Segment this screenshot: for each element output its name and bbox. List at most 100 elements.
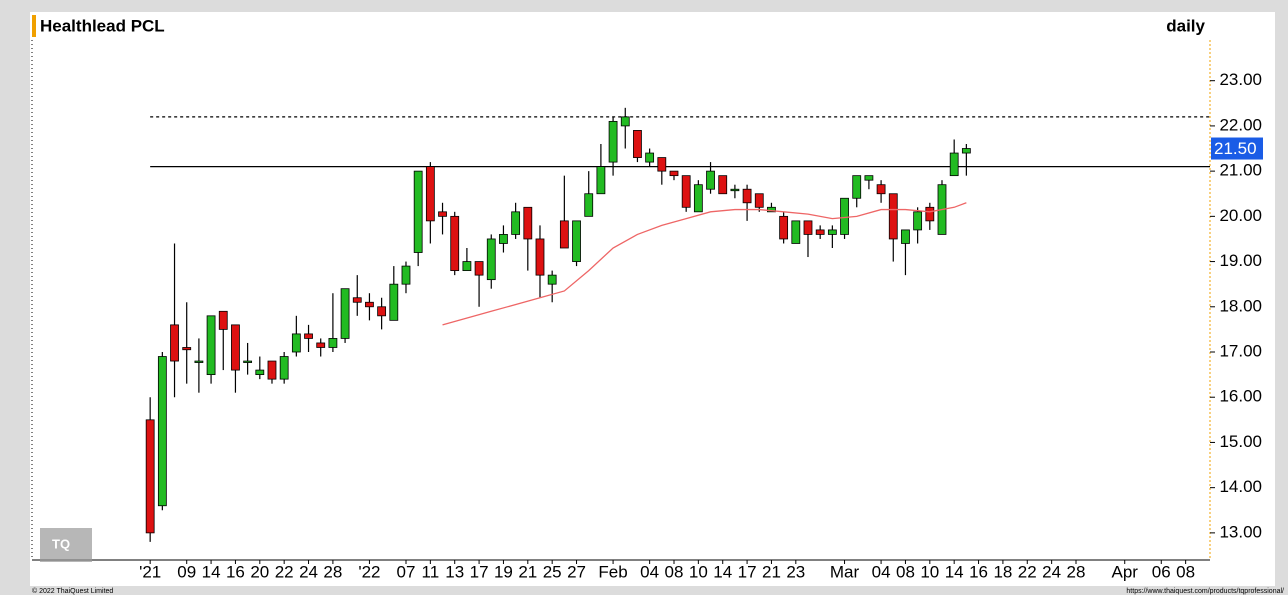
candle-body bbox=[645, 152, 655, 163]
x-tick-label: 18 bbox=[993, 562, 1012, 581]
x-tick-label: 04 bbox=[872, 562, 891, 581]
candle-body bbox=[145, 419, 155, 534]
x-tick-label: 08 bbox=[896, 562, 915, 581]
last-price-box bbox=[1211, 137, 1263, 160]
x-tick-label: 27 bbox=[567, 562, 586, 581]
title-marker bbox=[32, 15, 36, 37]
candle-body bbox=[669, 170, 679, 177]
candle-body bbox=[231, 324, 240, 371]
candle-body bbox=[633, 130, 642, 158]
candle-body bbox=[279, 356, 289, 380]
candle-body bbox=[425, 166, 435, 222]
candle-body bbox=[474, 261, 484, 276]
chart-title: Healthlead PCL bbox=[40, 16, 165, 35]
y-tick-label: 21.00 bbox=[1219, 161, 1262, 180]
x-tick-label: Feb bbox=[598, 562, 627, 581]
candle-body bbox=[413, 170, 423, 253]
x-tick-label: Mar bbox=[830, 562, 860, 581]
x-tick-label: 21 bbox=[762, 562, 781, 581]
x-tick-label: 09 bbox=[177, 562, 196, 581]
moving-average bbox=[442, 202, 967, 326]
x-tick-label: 28 bbox=[323, 562, 342, 581]
x-tick-label: 10 bbox=[689, 562, 708, 581]
candle-body bbox=[949, 152, 959, 177]
y-tick-label: 13.00 bbox=[1219, 522, 1262, 541]
candle-body bbox=[182, 347, 192, 351]
candle-body bbox=[547, 274, 557, 285]
candle-body bbox=[438, 211, 447, 217]
x-tick-label: 06 bbox=[1152, 562, 1171, 581]
candle-body bbox=[377, 306, 387, 317]
candle-body bbox=[961, 148, 971, 154]
candle-body bbox=[901, 229, 910, 244]
logo-box bbox=[40, 528, 92, 562]
x-tick-label: 28 bbox=[1067, 562, 1086, 581]
x-tick-label: 16 bbox=[226, 562, 245, 581]
x-tick-label: Apr bbox=[1111, 562, 1138, 581]
x-tick-label: '21 bbox=[139, 562, 161, 581]
x-tick-label: 16 bbox=[969, 562, 988, 581]
x-tick-label: 22 bbox=[275, 562, 294, 581]
x-tick-label: 14 bbox=[945, 562, 964, 581]
candle-body bbox=[511, 211, 521, 235]
y-tick-label: 20.00 bbox=[1219, 206, 1262, 225]
candle-body bbox=[206, 315, 216, 376]
candle-body bbox=[791, 220, 801, 244]
candle-body bbox=[864, 175, 874, 181]
x-tick-label: 24 bbox=[1042, 562, 1061, 581]
x-tick-label: 08 bbox=[1176, 562, 1195, 581]
candle-body bbox=[693, 184, 703, 213]
candle-body bbox=[559, 220, 569, 249]
candle-body bbox=[340, 288, 350, 339]
candle-body bbox=[852, 175, 862, 199]
x-tick-label: 07 bbox=[397, 562, 416, 581]
candle-body bbox=[365, 301, 374, 308]
candle-body bbox=[742, 188, 752, 204]
x-tick-label: 11 bbox=[422, 562, 440, 581]
candle-body bbox=[840, 197, 849, 235]
candle-body bbox=[815, 229, 825, 235]
candle-body bbox=[499, 234, 508, 244]
candle-body bbox=[389, 283, 399, 321]
x-tick-label: 04 bbox=[640, 562, 659, 581]
candle-body bbox=[876, 184, 886, 195]
candle-body bbox=[267, 360, 277, 380]
candle-body bbox=[316, 342, 326, 348]
candle-body bbox=[730, 188, 740, 192]
x-tick-label: 23 bbox=[786, 562, 805, 581]
candle-body bbox=[194, 360, 204, 363]
x-tick-label: 08 bbox=[665, 562, 684, 581]
chart-panel bbox=[30, 12, 1275, 586]
last-price-label: 21.50 bbox=[1214, 139, 1257, 158]
candle-body bbox=[706, 170, 715, 190]
footer-left: © 2022 ThaiQuest Limited bbox=[32, 587, 113, 595]
candle-body bbox=[243, 360, 253, 363]
candle-body bbox=[170, 324, 179, 362]
candle-body bbox=[523, 206, 533, 240]
candle-body bbox=[401, 265, 411, 285]
x-tick-label: 22 bbox=[1018, 562, 1037, 581]
candle-body bbox=[681, 175, 691, 208]
candle-body bbox=[584, 193, 594, 217]
candle-body bbox=[888, 193, 898, 240]
y-tick-label: 19.00 bbox=[1219, 251, 1262, 270]
y-tick-label: 14.00 bbox=[1219, 477, 1262, 496]
candle-body bbox=[925, 206, 935, 222]
x-tick-label: 14 bbox=[713, 562, 732, 581]
candle-body bbox=[608, 120, 618, 163]
candle-body bbox=[291, 333, 301, 353]
candle-body bbox=[462, 261, 472, 272]
y-tick-label: 17.00 bbox=[1219, 341, 1262, 360]
candle-body bbox=[620, 116, 630, 127]
candle-body bbox=[803, 220, 813, 235]
x-tick-label: 14 bbox=[202, 562, 221, 581]
candle-body bbox=[450, 215, 460, 272]
candle-body bbox=[657, 157, 667, 172]
candle-body bbox=[827, 229, 837, 235]
x-tick-label: 20 bbox=[250, 562, 269, 581]
x-tick-label: 13 bbox=[445, 562, 464, 581]
candle-body bbox=[596, 166, 606, 195]
candle-body bbox=[779, 215, 789, 240]
y-tick-label: 18.00 bbox=[1219, 296, 1262, 315]
logo: TQ bbox=[52, 536, 70, 551]
